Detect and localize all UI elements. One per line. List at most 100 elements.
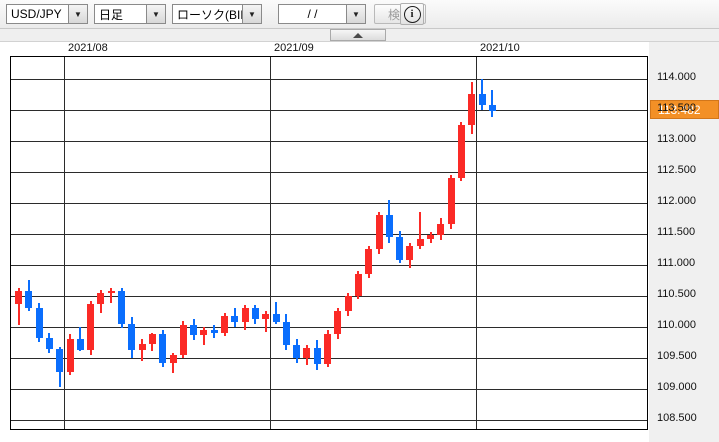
candle-body — [190, 325, 198, 336]
candle-body — [56, 349, 64, 372]
chevron-up-icon — [353, 32, 363, 38]
candle-body — [66, 339, 74, 372]
candle-body — [45, 337, 53, 350]
candle-body — [262, 314, 270, 320]
candle-body — [396, 236, 404, 260]
x-axis: 2021/08 2021/09 2021/10 — [0, 42, 719, 56]
candle-body — [365, 249, 373, 274]
x-axis-tick-label: 2021/09 — [274, 42, 314, 54]
candle-body — [272, 314, 280, 322]
candle-wick — [17, 288, 20, 326]
candle-wick — [264, 311, 267, 332]
chart-type-dropdown[interactable]: ローソク(BID) ▼ — [172, 4, 262, 24]
y-axis-tick-label: 110.000 — [657, 319, 696, 331]
y-axis-tick-label: 113.000 — [657, 133, 696, 145]
candle-body — [324, 334, 331, 364]
y-axis-tick-label: 109.000 — [657, 381, 697, 393]
collapse-toggle-button[interactable] — [330, 29, 386, 41]
candle-body — [179, 325, 187, 355]
candle-body — [76, 339, 84, 350]
candle-wick — [275, 301, 277, 324]
candle-wick — [79, 326, 82, 352]
y-axis-tick-label: 108.500 — [657, 412, 697, 424]
candle-body — [406, 246, 414, 260]
candle-body — [293, 345, 301, 358]
candle-wick — [419, 212, 422, 250]
candle-body — [334, 311, 342, 335]
candle-body — [416, 238, 424, 247]
panel-splitter — [0, 29, 719, 42]
x-axis-tick-label: 2021/10 — [480, 42, 520, 54]
candle-body — [354, 274, 362, 296]
gridline-horizontal — [11, 389, 647, 390]
candle-body — [427, 234, 434, 239]
candle-body — [128, 323, 136, 351]
candle-body — [107, 291, 115, 294]
candle-wick — [172, 352, 174, 374]
current-price-tag: 113.482 — [650, 100, 719, 119]
candle-wick — [491, 89, 494, 118]
period-dropdown[interactable]: 日足 ▼ — [94, 4, 166, 24]
chevron-down-icon[interactable]: ▼ — [346, 5, 365, 23]
y-axis-tick-label: 111.500 — [657, 226, 696, 238]
candle-body — [15, 291, 22, 304]
x-axis-tick-label: 2021/08 — [68, 42, 108, 54]
candle-body — [447, 177, 455, 225]
gridline-horizontal — [11, 79, 647, 80]
date-input[interactable]: / / ▼ — [278, 4, 366, 24]
candle-body — [35, 308, 43, 338]
gridline-vertical — [476, 57, 477, 429]
candle-body — [488, 104, 496, 111]
plot-area[interactable] — [10, 56, 648, 430]
candle-body — [200, 329, 208, 336]
y-axis-tick-label: 114.000 — [657, 71, 696, 83]
gridline-horizontal — [11, 327, 647, 328]
gridline-horizontal — [11, 203, 647, 204]
date-input-value: / / — [307, 7, 318, 21]
candle-body — [251, 308, 259, 320]
gridline-horizontal — [11, 296, 647, 297]
candle-body — [138, 344, 146, 351]
candle-body — [313, 348, 321, 364]
y-axis-tick-label: 111.000 — [657, 257, 696, 269]
candle-body — [118, 291, 125, 324]
candle-body — [97, 292, 105, 305]
candle-body — [148, 334, 156, 345]
chevron-down-icon[interactable]: ▼ — [242, 5, 261, 23]
gridline-vertical — [64, 57, 65, 429]
symbol-dropdown[interactable]: USD/JPY ▼ — [6, 4, 88, 24]
info-icon: i — [403, 5, 421, 23]
candlestick-chart: 2021/08 2021/09 2021/10 — [0, 42, 719, 442]
candle-body — [303, 348, 311, 358]
candle-body — [468, 94, 476, 126]
toolbar: USD/JPY ▼ 日足 ▼ ローソク(BID) ▼ / / ▼ 検索 i — [0, 0, 719, 29]
candle-body — [375, 215, 383, 250]
gridline-horizontal — [11, 110, 647, 111]
candle-body — [344, 295, 352, 312]
candle-body — [25, 291, 33, 309]
chevron-down-icon[interactable]: ▼ — [68, 5, 87, 23]
y-axis-tick-label: 112.500 — [657, 164, 696, 176]
candle-body — [282, 321, 290, 346]
y-axis-tick-label: 109.500 — [657, 350, 697, 362]
gridline-horizontal — [11, 141, 647, 142]
info-button[interactable]: i — [400, 3, 424, 25]
candle-body — [169, 354, 177, 363]
chevron-down-icon[interactable]: ▼ — [146, 5, 165, 23]
period-dropdown-value: 日足 — [99, 7, 124, 22]
y-axis-tick-label: 110.500 — [657, 288, 696, 300]
candle-wick — [202, 326, 205, 346]
symbol-dropdown-value: USD/JPY — [11, 7, 62, 21]
candle-wick — [110, 288, 113, 304]
candle-body — [385, 215, 393, 237]
candle-body — [437, 224, 445, 235]
gridline-horizontal — [11, 234, 647, 235]
candle-body — [241, 308, 249, 322]
gridline-horizontal — [11, 420, 647, 421]
candle-body — [159, 334, 167, 363]
y-axis-tick-label: 112.000 — [657, 195, 696, 207]
candle-body — [87, 304, 95, 350]
candle-body — [221, 315, 228, 333]
gridline-horizontal — [11, 172, 647, 173]
chart-type-dropdown-value: ローソク(BID) — [177, 7, 242, 22]
